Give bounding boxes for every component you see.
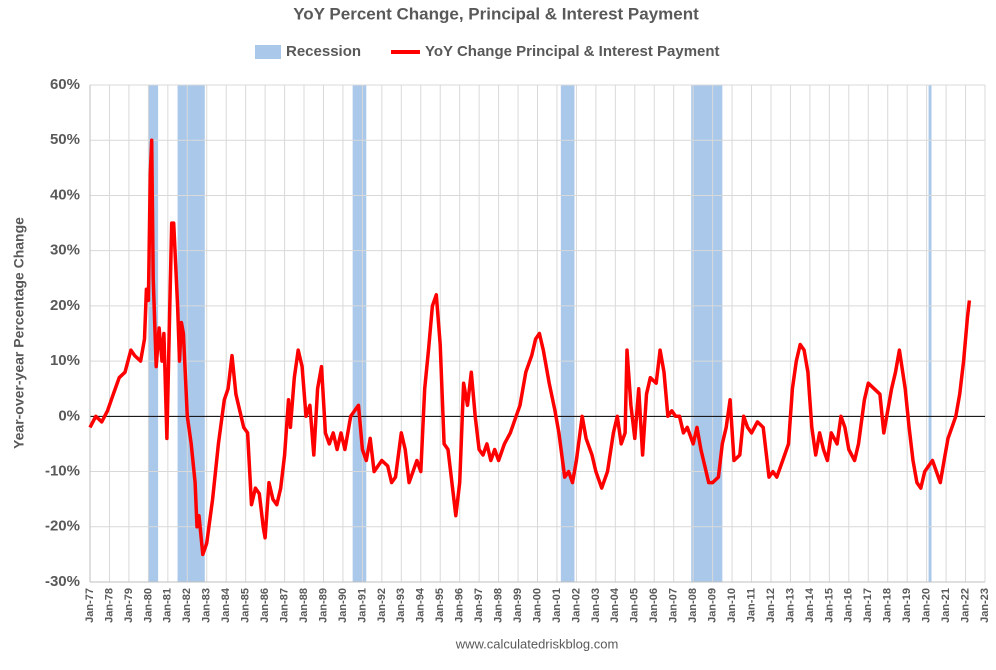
x-tick-label: Jan-15: [823, 588, 835, 623]
x-tick-label: Jan-12: [765, 588, 777, 623]
x-tick-label: Jan-82: [181, 588, 193, 623]
recession-band: [928, 85, 932, 582]
x-tick-label: Jan-18: [882, 588, 894, 623]
y-tick-label: -30%: [45, 573, 80, 590]
x-tick-label: Jan-00: [531, 588, 543, 623]
x-tick-label: Jan-19: [901, 588, 913, 623]
x-tick-label: Jan-10: [726, 588, 738, 623]
recession-band: [691, 85, 723, 582]
x-tick-label: Jan-16: [843, 588, 855, 623]
x-tick-label: Jan-17: [862, 588, 874, 623]
y-tick-label: 10%: [50, 352, 80, 369]
x-tick-label: Jan-98: [492, 588, 504, 623]
recession-band: [148, 85, 159, 582]
x-tick-label: Jan-85: [240, 588, 252, 623]
x-tick-label: Jan-08: [687, 588, 699, 623]
x-tick-label: Jan-94: [415, 587, 427, 623]
legend-swatch-recession: [255, 45, 281, 59]
x-tick-label: Jan-93: [395, 588, 407, 623]
x-tick-label: Jan-90: [337, 588, 349, 623]
x-tick-label: Jan-13: [784, 588, 796, 623]
x-tick-label: Jan-09: [707, 588, 719, 623]
x-tick-label: Jan-96: [454, 588, 466, 623]
x-tick-label: Jan-78: [103, 588, 115, 623]
x-tick-label: Jan-21: [940, 588, 952, 623]
y-axis-label: Year-over-year Percentage Change: [11, 217, 27, 449]
x-tick-label: Jan-07: [668, 588, 680, 623]
x-tick-label: Jan-81: [162, 588, 174, 623]
x-tick-label: Jan-89: [317, 588, 329, 623]
x-tick-label: Jan-04: [609, 587, 621, 623]
x-tick-label: Jan-79: [123, 588, 135, 623]
x-tick-label: Jan-86: [259, 588, 271, 623]
x-tick-label: Jan-95: [434, 588, 446, 623]
legend-label: Recession: [286, 43, 361, 60]
x-tick-label: Jan-92: [376, 588, 388, 623]
x-tick-label: Jan-01: [551, 588, 563, 623]
recession-band: [560, 85, 575, 582]
data-line: [88, 138, 972, 557]
chart-title: YoY Percent Change, Principal & Interest…: [293, 4, 699, 23]
x-tick-label: Jan-80: [142, 588, 154, 623]
x-tick-label: Jan-02: [570, 588, 582, 623]
recession-band: [352, 85, 367, 582]
source: www.calculatedriskblog.com: [455, 636, 619, 651]
x-tick-label: Jan-05: [629, 588, 641, 623]
x-tick-label: Jan-87: [278, 588, 290, 623]
y-tick-label: 20%: [50, 297, 80, 314]
x-tick-label: Jan-84: [220, 587, 232, 623]
x-tick-label: Jan-23: [979, 588, 991, 623]
x-tick-label: Jan-83: [201, 588, 213, 623]
x-tick-label: Jan-14: [804, 587, 816, 623]
x-tick-label: Jan-97: [473, 588, 485, 623]
x-tick-label: Jan-20: [921, 588, 933, 623]
x-tick-label: Jan-03: [590, 588, 602, 623]
y-tick-label: 60%: [50, 76, 80, 93]
x-tick-label: Jan-06: [648, 588, 660, 623]
y-tick-label: -10%: [45, 463, 80, 480]
x-tick-label: Jan-99: [512, 588, 524, 623]
legend-label: YoY Change Principal & Interest Payment: [425, 43, 720, 60]
y-tick-label: 30%: [50, 242, 80, 259]
y-tick-label: 40%: [50, 186, 80, 203]
x-tick-label: Jan-22: [959, 588, 971, 623]
x-tick-label: Jan-91: [356, 588, 368, 623]
x-tick-label: Jan-77: [84, 588, 96, 623]
y-tick-label: -20%: [45, 518, 80, 535]
y-tick-label: 0%: [58, 407, 80, 424]
y-tick-label: 50%: [50, 131, 80, 148]
x-tick-label: Jan-88: [298, 588, 310, 623]
x-tick-label: Jan-11: [745, 588, 757, 622]
